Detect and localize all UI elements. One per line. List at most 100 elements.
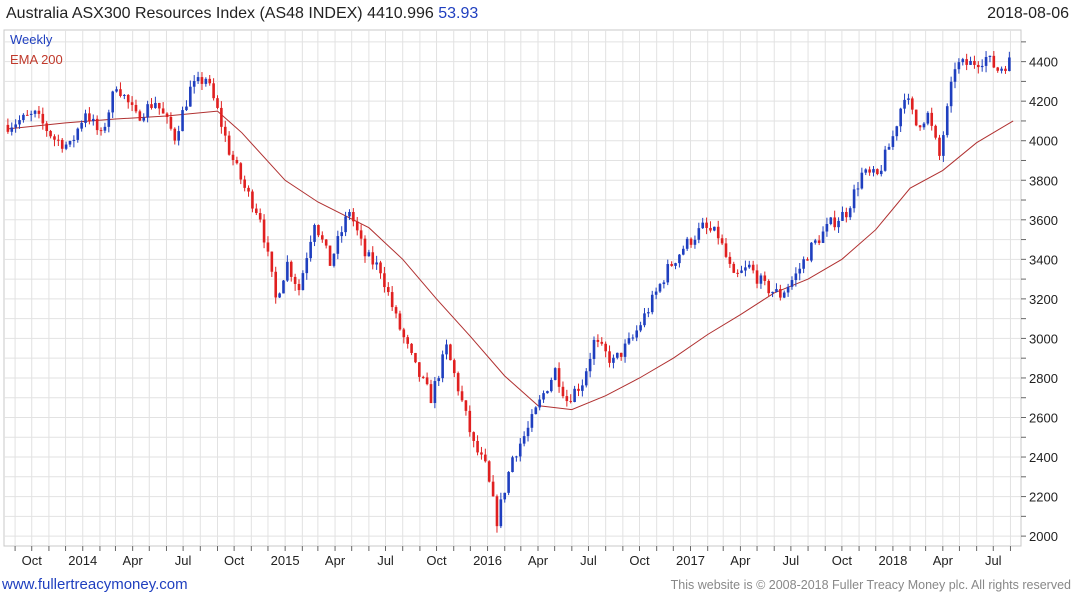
candle-body — [6, 124, 10, 132]
candle — [115, 86, 118, 93]
candle — [223, 120, 227, 142]
candle — [670, 261, 673, 267]
candle-body — [460, 391, 464, 401]
candle-body — [324, 239, 328, 246]
candle — [779, 284, 782, 301]
candle — [957, 58, 961, 74]
candle-body — [196, 77, 200, 82]
candle-body — [130, 102, 134, 105]
candle — [390, 286, 394, 311]
candle-body — [914, 109, 918, 126]
candle — [689, 237, 693, 248]
candle — [111, 90, 114, 119]
chart-date: 2018-08-06 — [987, 5, 1069, 22]
candle — [107, 109, 111, 133]
candle — [161, 102, 165, 114]
candle-body — [95, 118, 99, 131]
candle-body — [146, 104, 149, 118]
candle-body — [678, 254, 681, 264]
candle-body — [744, 267, 747, 271]
candle-body — [705, 222, 708, 228]
candle-body — [57, 139, 60, 141]
candle — [150, 98, 153, 110]
candle — [247, 185, 250, 197]
candle — [755, 264, 759, 289]
candle — [123, 93, 126, 100]
candle-body — [200, 77, 204, 84]
x-tick-label: 2014 — [68, 553, 97, 568]
candle-body — [138, 111, 142, 121]
candle — [608, 345, 611, 368]
candle — [522, 431, 526, 447]
candle — [1004, 65, 1007, 74]
candle — [189, 80, 192, 107]
candle — [169, 112, 173, 131]
candle-body — [437, 378, 441, 382]
candle — [472, 431, 475, 448]
candle-body — [647, 312, 650, 314]
candle-body — [604, 343, 607, 352]
candle — [289, 260, 293, 282]
candle — [266, 236, 270, 257]
candle — [282, 279, 285, 294]
candle — [262, 214, 266, 249]
x-tick-label: Jul — [175, 553, 192, 568]
candle-body — [949, 81, 953, 107]
candle-body — [491, 481, 495, 497]
candle-body — [173, 128, 177, 141]
candle — [879, 164, 883, 177]
candle — [716, 220, 720, 245]
candle — [313, 223, 316, 247]
candle-body — [732, 263, 736, 273]
website-link[interactable]: www.fullertreacymoney.com — [2, 576, 188, 593]
candle-body — [639, 325, 642, 331]
candle-body — [115, 89, 118, 92]
candle — [286, 255, 289, 282]
candle-body — [262, 219, 266, 243]
candle-body — [103, 126, 107, 131]
candle-body — [126, 94, 130, 103]
candle — [848, 206, 852, 221]
candle — [425, 372, 429, 386]
candle — [231, 150, 235, 166]
candle — [872, 165, 875, 177]
candle — [414, 352, 417, 364]
candle — [95, 115, 99, 135]
candle — [130, 96, 134, 112]
candle — [600, 337, 604, 346]
x-tick-label: Apr — [730, 553, 751, 568]
candle — [732, 261, 736, 274]
candle — [639, 321, 642, 333]
candle — [487, 460, 491, 483]
candle — [724, 238, 728, 259]
chart-axes — [14, 41, 1026, 551]
candle — [584, 368, 588, 388]
candle — [239, 162, 243, 185]
candle — [449, 343, 452, 361]
candle-body — [654, 291, 658, 295]
candle-body — [511, 457, 514, 473]
candle-body — [860, 172, 864, 189]
candle — [650, 290, 654, 315]
candle-body — [394, 307, 398, 314]
candle-body — [270, 251, 274, 272]
x-axis-labels: Oct 2014 Apr Jul Oct 2015 Apr Jul Oct 2016 Apr Jul O… — [22, 553, 1002, 568]
candle-body — [348, 212, 351, 217]
candle — [235, 156, 239, 165]
candle-body — [499, 499, 503, 527]
candle — [806, 257, 809, 261]
candle-body — [185, 106, 188, 111]
candle — [173, 127, 177, 145]
candle-body — [189, 86, 192, 107]
candle-body — [751, 264, 755, 271]
candle-body — [596, 339, 600, 342]
candle — [829, 216, 833, 226]
candle-body — [107, 112, 111, 127]
candle-body — [709, 227, 712, 231]
candle — [903, 93, 906, 114]
candle — [484, 448, 487, 463]
candle — [433, 376, 437, 409]
y-tick-label: 2800 — [1029, 371, 1058, 386]
candle-body — [484, 454, 487, 462]
candle — [674, 262, 677, 270]
